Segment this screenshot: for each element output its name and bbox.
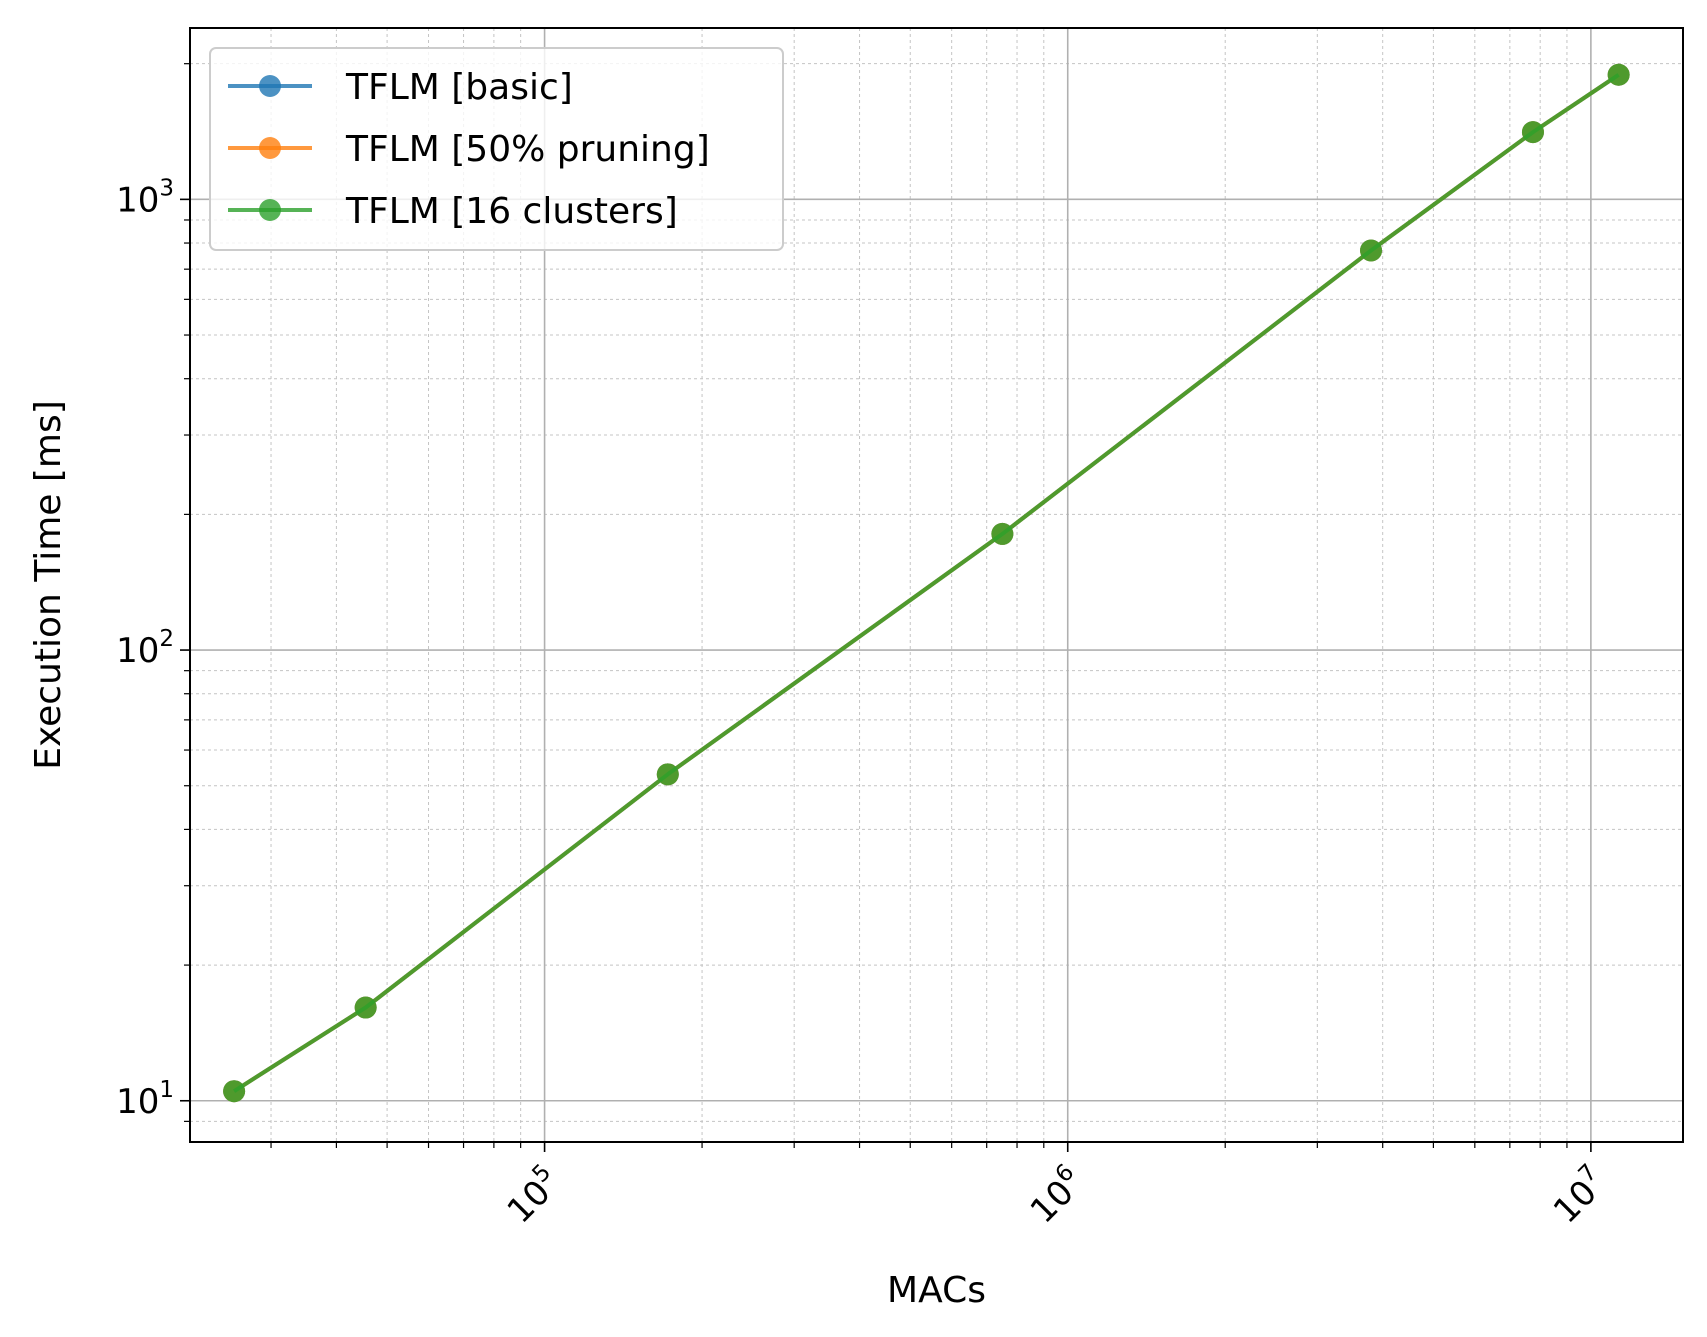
legend-item: TFLM [16 clusters] bbox=[228, 191, 678, 232]
y-tick-label: 103 bbox=[116, 175, 174, 220]
y-tick-label: 102 bbox=[116, 626, 174, 671]
series-layer bbox=[223, 63, 1630, 1103]
data-point bbox=[656, 763, 679, 786]
x-axis-label: MACs bbox=[887, 1270, 986, 1311]
data-point bbox=[1607, 63, 1630, 86]
series-3 bbox=[223, 63, 1630, 1103]
legend-swatch-marker bbox=[259, 75, 281, 97]
legend-item: TFLM [basic] bbox=[228, 67, 573, 108]
legend-swatch-marker bbox=[259, 199, 281, 221]
legend-label: TFLM [50% pruning] bbox=[345, 129, 710, 170]
y-tick-label-exponent: 2 bbox=[159, 626, 174, 652]
legend-label: TFLM [basic] bbox=[345, 67, 573, 108]
data-point bbox=[1360, 239, 1383, 262]
y-axis-label: Execution Time [ms] bbox=[28, 400, 69, 770]
y-tick-label-base: 10 bbox=[116, 180, 159, 220]
y-tick-label: 101 bbox=[116, 1077, 174, 1122]
plot-frame bbox=[189, 27, 1684, 1143]
legend-box bbox=[209, 47, 784, 251]
data-point bbox=[1521, 121, 1544, 144]
y-tick-label-base: 10 bbox=[116, 1082, 159, 1122]
data-point bbox=[354, 996, 377, 1019]
y-tick-label-base: 10 bbox=[116, 631, 159, 671]
y-tick-label-exponent: 1 bbox=[159, 1077, 174, 1103]
legend-swatch-marker bbox=[259, 137, 281, 159]
y-tick-label-exponent: 3 bbox=[159, 175, 174, 201]
data-point bbox=[223, 1080, 246, 1103]
legend-item: TFLM [50% pruning] bbox=[228, 129, 710, 170]
legend: TFLM [basic] TFLM [50% pruning] TFLM [16 c… bbox=[209, 47, 784, 251]
minor-grid bbox=[190, 28, 1683, 1142]
legend-label: TFLM [16 clusters] bbox=[345, 191, 678, 232]
data-point bbox=[991, 522, 1014, 545]
